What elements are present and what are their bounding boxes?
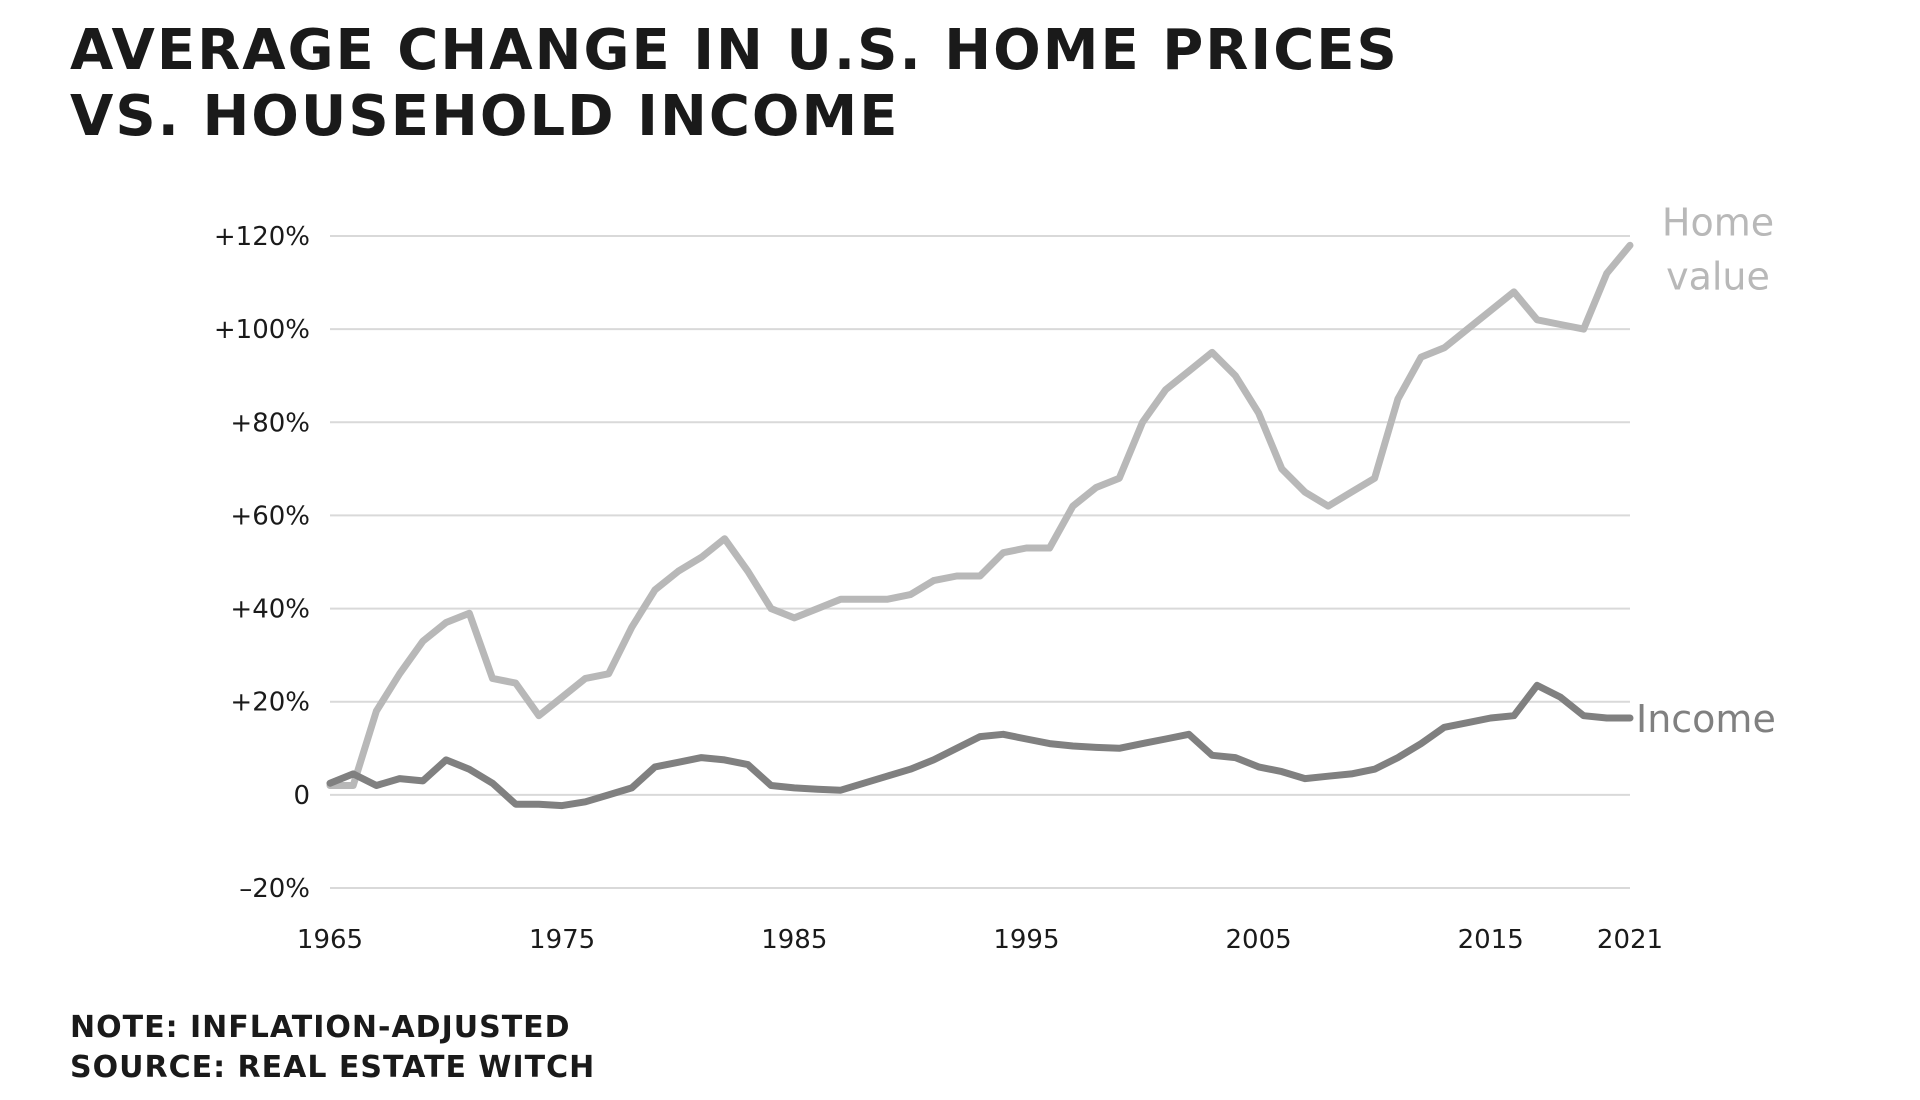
x-tick-label-1: 1975 (529, 925, 595, 955)
y-tick-label-6: 0 (293, 781, 310, 811)
x-tick-label-4: 2005 (1225, 925, 1291, 955)
series-label-home-value-0: Home (1662, 200, 1774, 244)
x-axis-tick-labels: 1965 1975 1985 1995 2005 2015 2021 (297, 925, 1663, 955)
x-tick-label-0: 1965 (297, 925, 363, 955)
y-tick-label-2: +80% (230, 408, 310, 438)
x-tick-label-6: 2021 (1597, 925, 1663, 955)
note-text: Note: Inflation-adjusted (70, 1010, 571, 1045)
series-labels: Home value Income (1636, 200, 1776, 741)
x-tick-label-2: 1985 (761, 925, 827, 955)
series-label-home-value-1: value (1666, 254, 1770, 298)
y-tick-label-1: +100% (214, 315, 310, 345)
y-tick-label-3: +60% (230, 501, 310, 531)
series-line-home-value (326, 241, 1634, 789)
y-tick-label-7: –20% (239, 874, 310, 904)
source-text: Source: Real Estate Witch (70, 1050, 596, 1085)
y-axis-tick-labels: +120% +100% +80% +60% +40% +20% 0 –20% (214, 222, 310, 904)
footnotes: Note: Inflation-adjusted Source: Real Es… (70, 1008, 595, 1088)
y-tick-label-0: +120% (214, 222, 310, 252)
chart-title-line-1: Average change in U.S. home prices (70, 18, 1399, 83)
gridlines (330, 235, 1630, 889)
series-label-income-0: Income (1636, 697, 1776, 741)
x-tick-label-3: 1995 (993, 925, 1059, 955)
chart-title-line-2: vs. household income (70, 84, 900, 149)
chart-title: Average change in U.S. home prices vs. h… (70, 18, 1470, 150)
y-tick-label-4: +40% (230, 595, 310, 625)
x-tick-label-5: 2015 (1458, 925, 1524, 955)
series-lines (326, 241, 1634, 810)
y-tick-label-5: +20% (230, 688, 310, 718)
series-line-income (326, 681, 1634, 810)
